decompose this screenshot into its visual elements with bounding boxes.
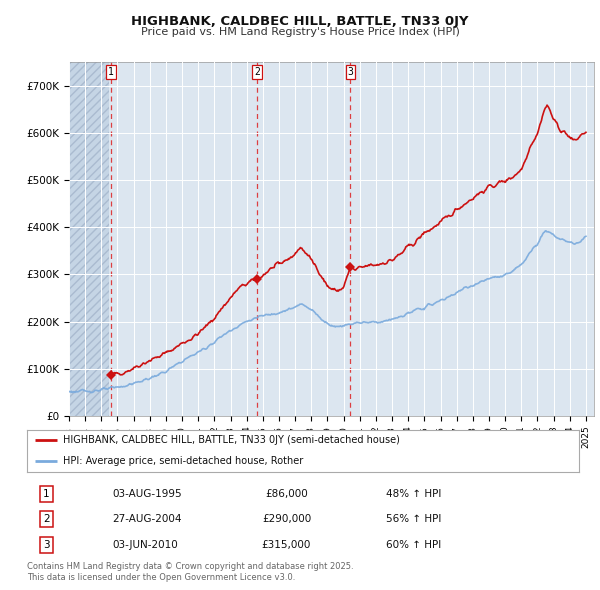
Text: 1: 1 (43, 489, 50, 499)
Text: 48% ↑ HPI: 48% ↑ HPI (386, 489, 441, 499)
Text: 2: 2 (43, 514, 50, 525)
Text: 1: 1 (108, 67, 113, 77)
Text: Price paid vs. HM Land Registry's House Price Index (HPI): Price paid vs. HM Land Registry's House … (140, 27, 460, 37)
Text: 60% ↑ HPI: 60% ↑ HPI (386, 540, 441, 550)
Text: 03-JUN-2010: 03-JUN-2010 (113, 540, 178, 550)
Text: £315,000: £315,000 (262, 540, 311, 550)
Text: 3: 3 (347, 67, 353, 77)
Text: 3: 3 (43, 540, 50, 550)
Text: 56% ↑ HPI: 56% ↑ HPI (386, 514, 441, 525)
Text: HPI: Average price, semi-detached house, Rother: HPI: Average price, semi-detached house,… (63, 457, 303, 466)
Text: Contains HM Land Registry data © Crown copyright and database right 2025.
This d: Contains HM Land Registry data © Crown c… (27, 562, 353, 582)
Text: £86,000: £86,000 (265, 489, 308, 499)
Text: 03-AUG-1995: 03-AUG-1995 (113, 489, 182, 499)
Text: HIGHBANK, CALDBEC HILL, BATTLE, TN33 0JY (semi-detached house): HIGHBANK, CALDBEC HILL, BATTLE, TN33 0JY… (63, 435, 400, 445)
Text: 2: 2 (254, 67, 260, 77)
Text: 27-AUG-2004: 27-AUG-2004 (113, 514, 182, 525)
Text: £290,000: £290,000 (262, 514, 311, 525)
Text: HIGHBANK, CALDBEC HILL, BATTLE, TN33 0JY: HIGHBANK, CALDBEC HILL, BATTLE, TN33 0JY (131, 15, 469, 28)
